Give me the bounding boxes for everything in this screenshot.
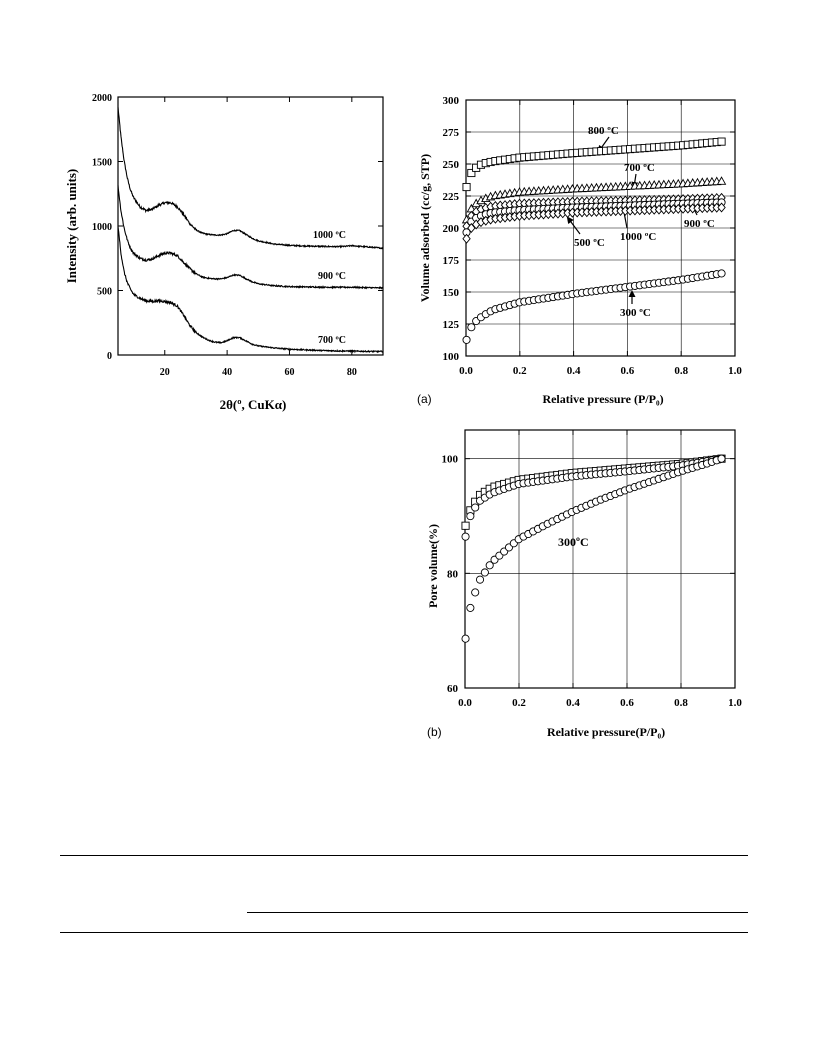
adsorption-series-4 xyxy=(462,202,726,244)
xrd-ytick-label: 500 xyxy=(97,287,112,298)
table-bottom-rule xyxy=(60,932,748,933)
pore-ylabel: Pore volume(%) xyxy=(426,524,440,608)
pore-point xyxy=(466,512,475,521)
adsorption-panel-label: (a) xyxy=(417,392,432,406)
adsorption-xtick-label: 1.0 xyxy=(728,365,742,377)
pore-xtick-label: 1.0 xyxy=(728,697,742,709)
adsorption-series-3 xyxy=(462,198,726,237)
pore-panel-label: (b) xyxy=(427,725,442,739)
xrd-xtick-label: 40 xyxy=(222,367,232,378)
pore-point xyxy=(461,521,470,530)
adsorption-label-300: 300 ºC xyxy=(620,307,651,319)
pore-xtick-label: 0.0 xyxy=(458,697,472,709)
adsorption-xtick-label: 0.4 xyxy=(567,365,581,377)
xrd-series-line-0 xyxy=(117,106,384,250)
table-header-rule xyxy=(247,912,748,913)
adsorption-label-500: 500 ºC xyxy=(574,237,605,249)
pore-point xyxy=(480,568,489,577)
pore-plot-frame xyxy=(464,429,736,689)
adsorption-point xyxy=(717,202,726,213)
adsorption-ytick-label: 175 xyxy=(443,255,460,267)
xrd-xtick-label: 80 xyxy=(347,367,357,378)
adsorption-label-1000: 1000 ºC xyxy=(620,231,656,243)
pore-volume-chart: Pore volume(%) Relative pressure(P/P₀) (… xyxy=(426,429,742,739)
pore-xlabel: Relative pressure(P/P₀) xyxy=(547,725,665,739)
adsorption-point xyxy=(462,182,471,192)
xrd-ytick-label: 1500 xyxy=(92,158,112,169)
pore-ytick-label: 60 xyxy=(447,683,459,695)
xrd-plot-frame xyxy=(117,96,384,356)
table-top-rule xyxy=(60,855,748,856)
pore-point xyxy=(475,575,485,584)
adsorption-series-1 xyxy=(461,176,727,224)
adsorption-point xyxy=(462,233,471,244)
xrd-ylabel: Intensity (arb. units) xyxy=(64,169,79,284)
adsorption-chart: Volume adsorbed (cc/g, STP) Relative pre… xyxy=(417,95,742,406)
adsorption-xtick-label: 0.2 xyxy=(513,365,527,377)
xrd-ytick-label: 2000 xyxy=(92,93,112,104)
adsorption-ytick-label: 300 xyxy=(443,95,460,107)
adsorption-ytick-label: 150 xyxy=(443,287,460,299)
adsorption-xtick-label: 0.6 xyxy=(621,365,635,377)
adsorption-ytick-label: 225 xyxy=(443,191,460,203)
pore-xtick-label: 0.2 xyxy=(512,697,526,709)
pore-point xyxy=(471,588,480,597)
pore-point xyxy=(471,503,480,512)
xrd-xtick-label: 60 xyxy=(284,367,294,378)
xrd-label-1000: 1000 ºC xyxy=(313,230,346,241)
pore-point xyxy=(466,603,475,612)
adsorption-point xyxy=(467,168,476,178)
xrd-xlabel: 2θ(º, CuKα) xyxy=(220,397,287,412)
xrd-label-900: 900 ºC xyxy=(318,271,346,282)
xrd-chart: Intensity (arb. units) 2θ(º, CuKα) 1000 … xyxy=(64,93,384,412)
adsorption-ytick-label: 250 xyxy=(443,159,460,171)
xrd-series-line-2 xyxy=(117,226,384,354)
xrd-label-700: 700 ºC xyxy=(318,335,346,346)
adsorption-ytick-label: 100 xyxy=(443,351,460,363)
adsorption-gridlines xyxy=(466,100,735,356)
adsorption-ylabel: Volume adsorbed (cc/g, STP) xyxy=(418,154,432,302)
adsorption-xlabel: Relative pressure (P/P₀) xyxy=(542,392,663,406)
pore-point xyxy=(461,532,470,541)
adsorption-ytick-label: 125 xyxy=(443,319,460,331)
pore-series-1 xyxy=(461,454,726,541)
adsorption-point xyxy=(717,137,726,146)
adsorption-point xyxy=(467,223,476,234)
pore-point xyxy=(461,634,470,643)
adsorption-point xyxy=(462,335,471,344)
pore-xtick-label: 0.8 xyxy=(674,697,688,709)
adsorption-ytick-label: 200 xyxy=(443,223,460,235)
adsorption-ytick-label: 275 xyxy=(443,127,460,139)
xrd-ytick-label: 1000 xyxy=(92,222,112,233)
pore-series-2 xyxy=(461,454,726,643)
adsorption-label-800: 800 ºC xyxy=(588,125,619,137)
pore-xtick-label: 0.6 xyxy=(620,697,634,709)
adsorption-series-0 xyxy=(462,137,726,192)
pore-point xyxy=(485,561,494,570)
adsorption-point xyxy=(716,176,727,185)
pore-xtick-label: 0.4 xyxy=(566,697,580,709)
adsorption-series-5 xyxy=(462,269,726,344)
adsorption-arrow-500 xyxy=(566,216,581,235)
xrd-series-line-1 xyxy=(117,185,384,290)
adsorption-point xyxy=(717,269,726,278)
adsorption-xtick-label: 0.0 xyxy=(459,365,473,377)
xrd-xtick-label: 20 xyxy=(160,367,170,378)
pore-point xyxy=(717,454,726,463)
pore-label-300: 300ºC xyxy=(558,535,589,549)
adsorption-label-700: 700 ºC xyxy=(624,162,655,174)
adsorption-label-900: 900 ºC xyxy=(684,218,715,230)
adsorption-point xyxy=(467,323,476,332)
pore-ytick-label: 100 xyxy=(442,454,459,466)
xrd-ytick-label: 0 xyxy=(107,351,112,362)
adsorption-xtick-label: 0.8 xyxy=(674,365,688,377)
pore-ytick-label: 80 xyxy=(447,568,459,580)
